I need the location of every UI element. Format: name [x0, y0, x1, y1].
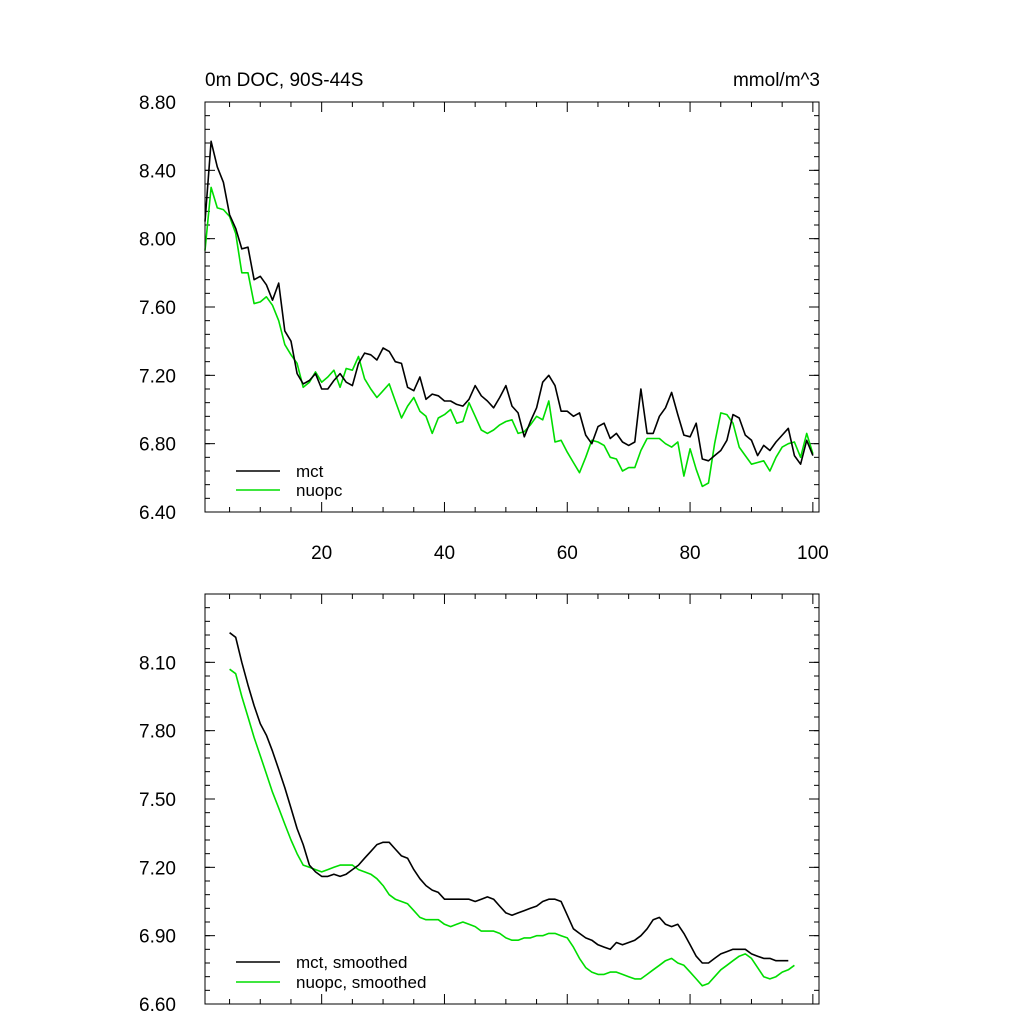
- top-series-mct-line: [204, 140, 814, 466]
- top-plot-frame: [204, 101, 820, 513]
- bottom-series-mct-smoothed-line: [229, 632, 789, 964]
- top-x-tick-label: 80: [679, 543, 700, 564]
- top-y-tick-label: 6.80: [139, 435, 176, 456]
- bottom-axis-ticks: [205, 593, 819, 1005]
- top-chart-units: mmol/m^3: [733, 70, 820, 91]
- top-y-tick-label: 7.20: [139, 366, 176, 387]
- bottom-y-tick-label: 6.90: [139, 927, 176, 948]
- top-x-tick-label: 40: [434, 543, 455, 564]
- bottom-legend-label-mct: mct, smoothed: [296, 953, 408, 972]
- top-y-tick-label: 8.80: [139, 93, 176, 114]
- top-panel: 0m DOC, 90S-44S mmol/m^3 6.40 6.80 7.20 7.6…: [139, 70, 829, 564]
- top-y-tick-label: 8.00: [139, 230, 176, 251]
- top-chart-title: 0m DOC, 90S-44S: [205, 70, 363, 91]
- bottom-legend-label-nuopc: nuopc, smoothed: [296, 973, 426, 992]
- bottom-axis-tick-labels: 6.60 6.90 7.20 7.50 7.80 8.10: [139, 653, 176, 1016]
- bottom-series-nuopc-smoothed-line: [229, 668, 795, 987]
- top-x-tick-label: 60: [557, 543, 578, 564]
- bottom-panel: 6.60 6.90 7.20 7.50 7.80 8.10 mct, smoothed n…: [139, 593, 820, 1016]
- bottom-legend: mct, smoothed nuopc, smoothed: [236, 953, 426, 992]
- top-x-tick-label: 20: [311, 543, 332, 564]
- top-y-tick-label: 6.40: [139, 503, 176, 524]
- top-axis-tick-labels: 6.40 6.80 7.20 7.60 8.00 8.40 8.80 20 40 60 80 100: [139, 93, 829, 564]
- bottom-y-tick-label: 6.60: [139, 995, 176, 1016]
- bottom-data-lines: [229, 632, 795, 987]
- top-legend-label-mct: mct: [296, 462, 324, 481]
- top-series-nuopc-line: [204, 186, 814, 488]
- top-axis-ticks: [205, 101, 819, 513]
- bottom-y-tick-label: 8.10: [139, 653, 176, 674]
- bottom-plot-frame: [204, 593, 820, 1005]
- top-y-tick-label: 8.40: [139, 161, 176, 182]
- top-data-lines: [204, 140, 814, 488]
- top-legend: mct nuopc: [236, 462, 343, 500]
- bottom-y-tick-label: 7.80: [139, 722, 176, 743]
- top-legend-label-nuopc: nuopc: [296, 481, 343, 500]
- top-y-tick-label: 7.60: [139, 298, 176, 319]
- bottom-y-tick-label: 7.20: [139, 858, 176, 879]
- top-x-tick-label: 100: [797, 543, 829, 564]
- bottom-y-tick-label: 7.50: [139, 790, 176, 811]
